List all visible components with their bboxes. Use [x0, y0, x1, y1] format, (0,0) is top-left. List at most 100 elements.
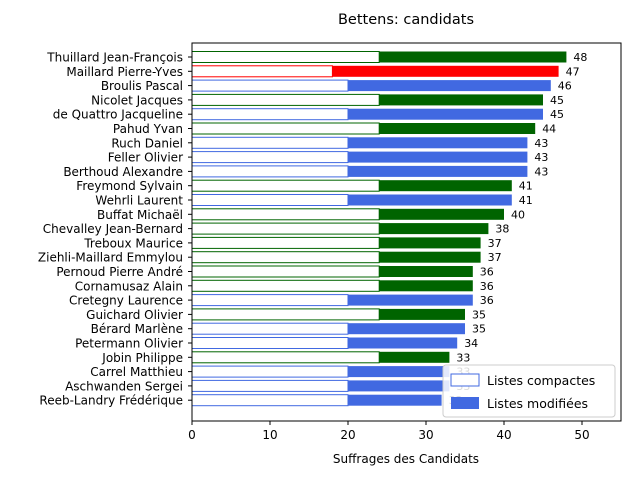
plot-frame — [191, 42, 622, 422]
data-label-total: 44 — [542, 123, 556, 136]
bar-listes-modifiees-row-5 — [348, 108, 543, 120]
category-label: Ziehli-Maillard Emmylou — [38, 251, 183, 265]
category-label: Thuillard Jean-François — [46, 51, 183, 65]
bar-listes-modifiees-row-11 — [348, 194, 512, 206]
bar-listes-modifiees-row-13 — [379, 223, 489, 235]
bar-listes-compactes-row-1 — [191, 51, 380, 63]
category-label: Freymond Sylvain — [76, 179, 183, 193]
category-label: Cornamusaz Alain — [75, 279, 183, 293]
bar-listes-modifiees-row-7 — [348, 137, 528, 149]
legend-box — [442, 364, 616, 418]
data-label-total: 47 — [566, 65, 580, 78]
bar-listes-modifiees-row-20 — [348, 323, 465, 335]
category-label: Reeb-Landry Frédérique — [39, 394, 183, 408]
category-label: Maillard Pierre-Yves — [66, 65, 183, 79]
bar-listes-modifiees-row-17 — [379, 280, 473, 292]
data-label-total: 43 — [534, 151, 548, 164]
legend: Listes compactes Listes modifiées — [442, 364, 616, 418]
legend-swatch-listes-compactes — [450, 373, 480, 387]
bar-listes-modifiees-row-22 — [379, 351, 450, 363]
category-label: Guichard Olivier — [86, 308, 183, 322]
data-label-total: 35 — [472, 308, 486, 321]
category-label: Carrel Matthieu — [90, 365, 183, 379]
category-label: Wehrli Laurent — [95, 194, 183, 208]
category-label: Jobin Philippe — [101, 351, 183, 365]
data-label-total: 41 — [519, 194, 533, 207]
bar-listes-modifiees-row-24 — [348, 380, 450, 392]
data-label-total: 48 — [573, 51, 587, 64]
legend-label-listes-modifiees: Listes modifiées — [487, 396, 588, 411]
bar-listes-compactes-row-11 — [191, 194, 349, 206]
bar-listes-modifiees-row-19 — [379, 308, 465, 320]
bar-listes-compactes-row-3 — [191, 79, 349, 92]
bar-listes-compactes-row-9 — [191, 165, 349, 178]
category-label: Berthoud Alexandre — [63, 165, 183, 179]
category-label: Pernoud Pierre André — [56, 265, 183, 279]
x-tick-label: 20 — [340, 428, 355, 442]
bar-listes-compactes-row-13 — [191, 222, 380, 235]
data-label-total: 46 — [558, 80, 572, 93]
bar-listes-compactes-row-12 — [191, 208, 380, 221]
category-label: Chevalley Jean-Bernard — [43, 222, 183, 236]
bar-listes-compactes-row-7 — [191, 136, 349, 149]
bar-listes-compactes-row-2 — [191, 65, 333, 78]
bar-listes-modifiees-row-1 — [379, 51, 567, 63]
bar-listes-modifiees-row-10 — [379, 180, 512, 192]
data-label-total: 38 — [495, 223, 509, 236]
bar-listes-modifiees-row-15 — [379, 251, 481, 263]
x-tick-label: 0 — [188, 428, 196, 442]
bar-listes-modifiees-row-18 — [348, 294, 473, 306]
data-label-total: 43 — [534, 165, 548, 178]
bar-listes-compactes-row-4 — [191, 93, 380, 106]
x-axis-title: Suffrages des Candidats — [333, 452, 479, 466]
bar-listes-modifiees-row-9 — [348, 165, 528, 177]
data-label-total: 41 — [519, 180, 533, 193]
data-label-total: 36 — [480, 294, 494, 307]
bar-listes-modifiees-row-12 — [379, 208, 504, 220]
bar-listes-modifiees-row-25 — [348, 394, 442, 406]
category-label: de Quattro Jacqueline — [53, 108, 183, 122]
bar-listes-compactes-row-23 — [191, 365, 349, 378]
bar-listes-compactes-row-6 — [191, 122, 380, 135]
bar-listes-compactes-row-24 — [191, 379, 349, 392]
bar-listes-modifiees-row-4 — [379, 94, 543, 106]
data-label-total: 37 — [488, 251, 502, 264]
legend-label-listes-compactes: Listes compactes — [487, 373, 595, 388]
bar-listes-compactes-row-21 — [191, 337, 349, 349]
bar-listes-compactes-row-5 — [191, 108, 349, 121]
category-label: Aschwanden Sergei — [65, 379, 183, 393]
data-label-total: 36 — [480, 266, 494, 279]
chart-title: Bettens: candidats — [338, 12, 474, 28]
category-label: Cretegny Laurence — [69, 294, 183, 308]
category-label: Pahud Yvan — [113, 122, 183, 136]
bar-listes-compactes-row-15 — [191, 251, 380, 264]
bar-listes-modifiees-row-23 — [348, 366, 450, 378]
bar-listes-compactes-row-16 — [191, 265, 380, 278]
category-label: Feller Olivier — [108, 151, 183, 165]
bar-listes-compactes-row-8 — [191, 151, 349, 164]
data-label-total: 40 — [511, 208, 525, 221]
data-label-total: 33 — [456, 351, 470, 364]
bar-listes-compactes-row-17 — [191, 279, 380, 292]
x-tick-label: 40 — [496, 428, 511, 442]
bar-listes-modifiees-row-16 — [379, 266, 473, 277]
bar-listes-modifiees-row-6 — [379, 123, 536, 134]
data-label-total: 36 — [480, 280, 494, 293]
category-label: Petermann Olivier — [75, 337, 183, 351]
data-label-total: 45 — [550, 94, 564, 107]
category-label: Broulis Pascal — [101, 79, 183, 93]
legend-swatch-listes-modifiees — [451, 397, 479, 409]
data-label-total: 45 — [550, 108, 564, 121]
x-tick-label: 50 — [574, 428, 589, 442]
bar-listes-compactes-row-18 — [191, 294, 349, 307]
data-label-total: 35 — [472, 323, 486, 336]
x-tick-label: 30 — [418, 428, 433, 442]
bar-listes-modifiees-row-2 — [332, 65, 559, 77]
bar-listes-compactes-row-14 — [191, 236, 380, 249]
plot-area: 4847464545444343434141403837373636363535… — [191, 51, 587, 407]
category-label: Buffat Michaël — [97, 208, 183, 222]
bar-listes-compactes-row-10 — [191, 179, 380, 192]
bar-listes-modifiees-row-8 — [348, 151, 528, 163]
category-label: Ruch Daniel — [111, 136, 183, 150]
